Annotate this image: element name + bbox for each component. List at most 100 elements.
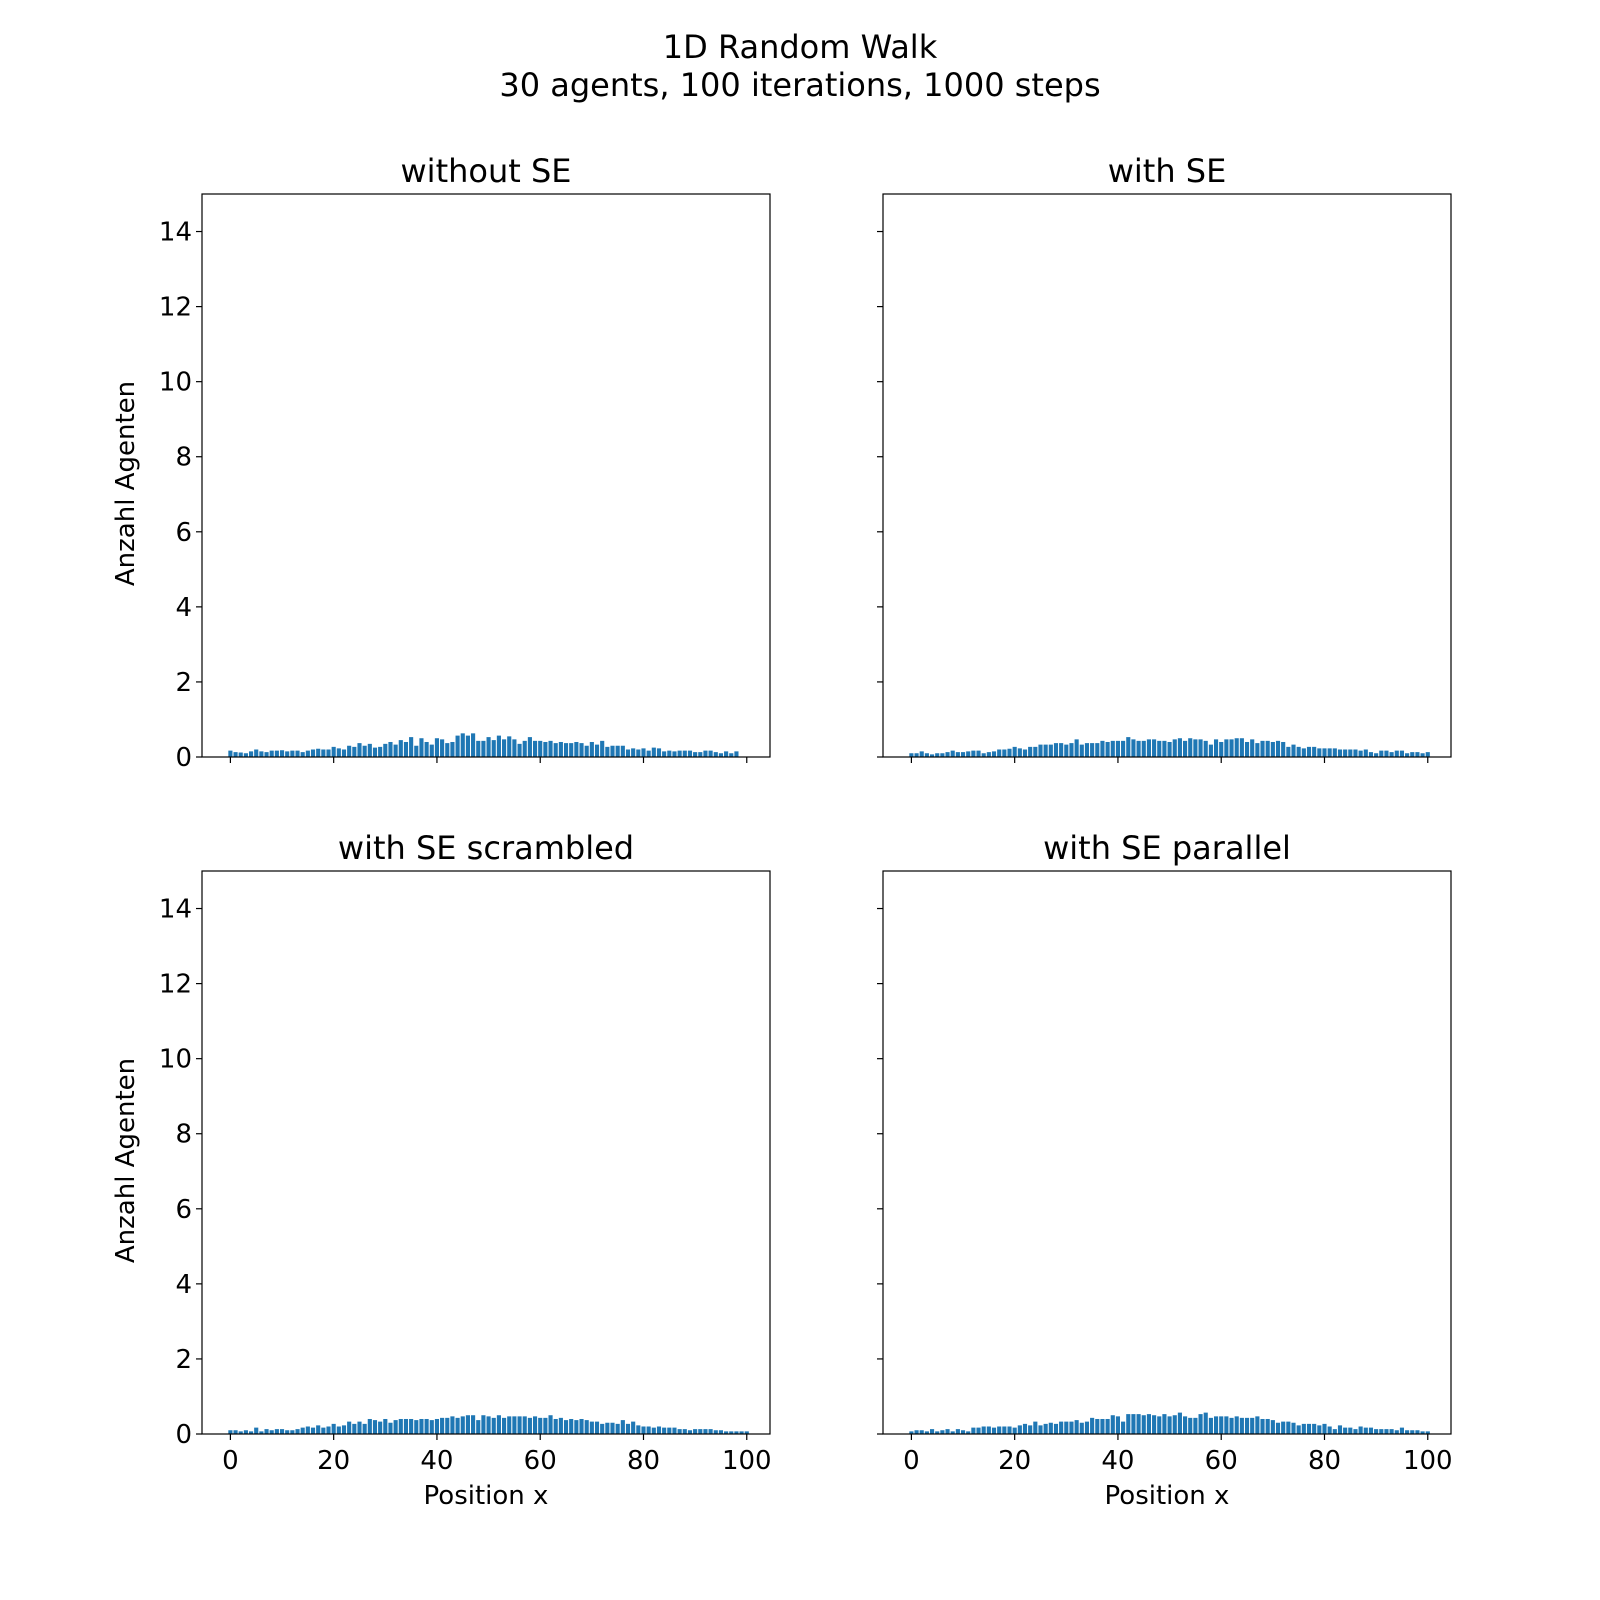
bar (1121, 740, 1126, 757)
bar (290, 1430, 295, 1434)
bar (243, 1430, 248, 1434)
bar (1291, 1422, 1296, 1434)
bar (352, 746, 357, 757)
bar (1224, 1416, 1229, 1434)
bar (460, 733, 465, 757)
bar (548, 1415, 553, 1434)
bar (1033, 1421, 1038, 1434)
bar (1121, 1421, 1126, 1434)
bar (698, 1429, 703, 1434)
bar (1374, 1429, 1379, 1434)
bar (1126, 1414, 1131, 1434)
y-axis-label: Anzahl Agenten (111, 1058, 141, 1263)
bar (259, 1431, 264, 1434)
bar (713, 1430, 718, 1434)
axes-frame (882, 193, 1452, 758)
bar (929, 1429, 935, 1434)
bar (1405, 1430, 1410, 1434)
bar (744, 1431, 749, 1434)
bar (300, 752, 305, 757)
bar (1260, 1418, 1265, 1434)
bar (1312, 746, 1317, 757)
bar (718, 1430, 724, 1434)
bar (254, 1427, 259, 1434)
bar (1188, 738, 1193, 757)
bar (1100, 740, 1105, 757)
bar (672, 1427, 677, 1434)
bar (1177, 1412, 1182, 1434)
bar (1275, 1422, 1281, 1434)
bar (1048, 1422, 1053, 1434)
bar (724, 1431, 729, 1434)
bar (1048, 744, 1053, 757)
bar (677, 1429, 682, 1434)
bar (919, 1430, 924, 1434)
bar (1394, 750, 1399, 757)
bar (1043, 1423, 1048, 1434)
bar (1084, 743, 1090, 757)
bar (940, 1430, 945, 1434)
bar (248, 1431, 254, 1434)
bar (924, 753, 929, 757)
bar (1090, 1417, 1095, 1434)
bar (553, 1418, 558, 1434)
bar (986, 752, 991, 757)
bar (1059, 1421, 1064, 1434)
bar (672, 751, 677, 757)
bar (532, 1416, 538, 1434)
bar (1358, 750, 1363, 757)
bar (507, 1416, 512, 1434)
bar (1394, 1430, 1399, 1434)
bar (254, 749, 259, 757)
bar (269, 1430, 274, 1434)
bar (1105, 741, 1110, 757)
bar (527, 737, 532, 757)
bar (403, 741, 409, 757)
bar (914, 1430, 919, 1434)
bar (434, 738, 440, 757)
bar (1260, 740, 1265, 757)
bar (1136, 1414, 1141, 1434)
bar (1064, 744, 1069, 757)
bar (512, 1416, 517, 1434)
bar (1255, 743, 1260, 757)
x-axis-label: Position x (424, 1481, 549, 1511)
bar (935, 1431, 940, 1434)
bar (1348, 749, 1353, 757)
bar (476, 1420, 481, 1434)
bar (1270, 741, 1275, 757)
figure-title: 1D Random Walk (663, 28, 938, 66)
bar (1399, 750, 1405, 757)
x-tick-label: 100 (1403, 1446, 1453, 1476)
bar (367, 1418, 372, 1434)
bar (708, 1429, 713, 1434)
bar (667, 1427, 672, 1434)
x-tick-label: 40 (420, 1446, 453, 1476)
bar (1208, 744, 1213, 757)
bar (589, 741, 594, 757)
y-tick-label: 12 (159, 293, 192, 323)
bar (347, 1421, 352, 1434)
bar (290, 750, 295, 757)
bar (636, 1425, 641, 1434)
bar (455, 1417, 460, 1434)
bar (631, 1421, 636, 1434)
bar (310, 749, 316, 757)
bar (1281, 741, 1286, 757)
x-axis-label: Position x (1105, 1481, 1230, 1511)
subplot-4: 0 20 40 60 80 100 with SE parallel Position x (877, 829, 1453, 1511)
bar (543, 741, 548, 757)
bar (285, 751, 290, 757)
bar (1053, 1423, 1059, 1434)
bar (243, 753, 248, 757)
bar (1131, 739, 1136, 757)
bar (594, 744, 600, 757)
bar (1415, 1430, 1420, 1434)
x-tick-label: 100 (722, 1446, 772, 1476)
bar (1219, 1416, 1224, 1434)
bar (677, 750, 682, 757)
bar (486, 1416, 491, 1434)
bar (264, 752, 269, 757)
bar (729, 753, 734, 757)
